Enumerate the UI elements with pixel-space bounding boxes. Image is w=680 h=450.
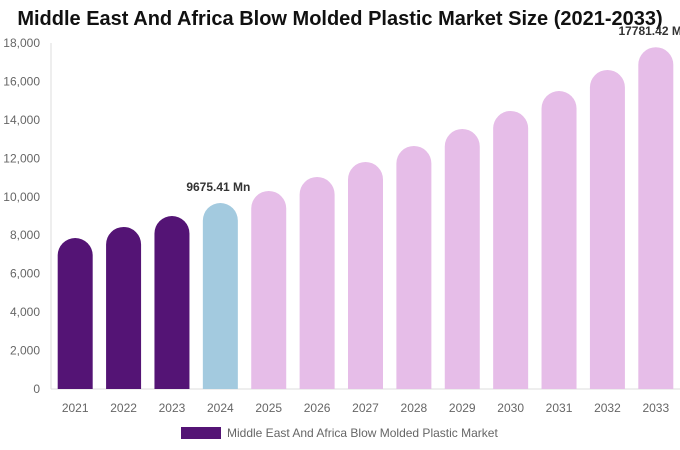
x-tick-label: 2029 <box>449 401 476 415</box>
bar-2028 <box>396 145 432 389</box>
data-label-2024: 9675.41 Mn <box>186 180 250 194</box>
x-tick-label: 2027 <box>352 401 379 415</box>
bar-2023 <box>154 215 190 389</box>
y-tick-label: 10,000 <box>3 190 40 204</box>
bar-2031 <box>541 90 577 389</box>
y-tick-label: 14,000 <box>3 113 40 127</box>
bar-2033 <box>638 47 674 389</box>
y-tick-label: 0 <box>33 382 40 396</box>
x-tick-label: 2025 <box>255 401 282 415</box>
x-tick-label: 2026 <box>304 401 331 415</box>
legend-label: Middle East And Africa Blow Molded Plast… <box>227 426 498 440</box>
x-tick-label: 2030 <box>497 401 524 415</box>
y-tick-label: 18,000 <box>3 36 40 50</box>
x-tick-label: 2023 <box>159 401 186 415</box>
bar-2022 <box>106 226 142 389</box>
bar-2025 <box>251 190 287 389</box>
chart-title: Middle East And Africa Blow Molded Plast… <box>17 8 663 30</box>
data-label-2033: 17781.42 Mn <box>618 24 680 38</box>
bar-2024 <box>202 203 238 389</box>
x-tick-label: 2033 <box>642 401 669 415</box>
x-tick-label: 2028 <box>401 401 428 415</box>
bar-2027 <box>348 161 383 389</box>
bar-2030 <box>493 110 529 389</box>
y-tick-label: 6,000 <box>10 267 40 281</box>
legend-swatch <box>181 427 221 439</box>
x-tick-label: 2024 <box>207 401 234 415</box>
bar-2026 <box>299 176 335 389</box>
bar-2029 <box>444 128 480 389</box>
legend: Middle East And Africa Blow Molded Plast… <box>181 426 498 440</box>
y-tick-label: 2,000 <box>10 344 40 358</box>
bar-2021 <box>57 237 93 389</box>
x-tick-label: 2032 <box>594 401 621 415</box>
x-tick-label: 2021 <box>62 401 89 415</box>
x-tick-label: 2022 <box>110 401 137 415</box>
y-tick-label: 16,000 <box>3 74 40 88</box>
bar-2032 <box>589 69 625 389</box>
x-tick-label: 2031 <box>546 401 573 415</box>
y-tick-label: 12,000 <box>3 151 40 165</box>
y-tick-label: 8,000 <box>10 228 40 242</box>
y-tick-label: 4,000 <box>10 305 40 319</box>
